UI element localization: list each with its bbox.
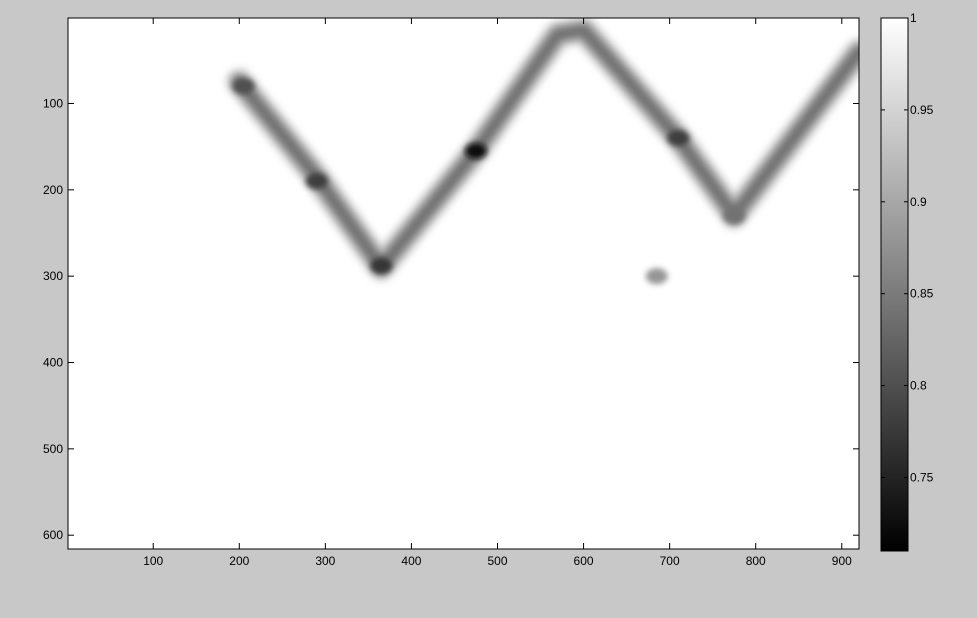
y-tick-label-100: 100	[43, 96, 63, 110]
y-tick-label-500: 500	[43, 442, 63, 456]
x-tick-label-500: 500	[487, 554, 507, 568]
colorbar	[881, 18, 908, 551]
x-tick-label-700: 700	[660, 554, 680, 568]
plot-background	[68, 18, 859, 549]
dark-spot-3	[370, 257, 393, 274]
colorbar-tick-label-0.95: 0.95	[910, 103, 934, 117]
colorbar-tick-label-0.9: 0.9	[910, 195, 927, 209]
x-tick-label-300: 300	[315, 554, 335, 568]
y-tick-label-400: 400	[43, 356, 63, 370]
x-tick-label-100: 100	[143, 554, 163, 568]
x-tick-label-200: 200	[229, 554, 249, 568]
x-tick-label-900: 900	[832, 554, 852, 568]
dark-spot-6	[723, 207, 746, 224]
colorbar-frame	[880, 17, 909, 552]
dark-spot-5	[667, 130, 690, 147]
heatmap-image	[226, 18, 859, 285]
ridge-band	[232, 23, 859, 275]
dark-spot-2	[305, 173, 328, 190]
colorbar-tick-label-0.8: 0.8	[910, 379, 927, 393]
colorbar-tick-label-0.75: 0.75	[910, 470, 934, 484]
dark-spot-7	[645, 268, 668, 285]
colorbar-tick-label-1: 1	[910, 11, 917, 25]
dark-spot-4	[464, 142, 487, 159]
colorbar-tick-label-0.85: 0.85	[910, 287, 934, 301]
y-tick-label-200: 200	[43, 183, 63, 197]
y-tick-label-600: 600	[43, 528, 63, 542]
dark-spot-1	[232, 78, 255, 95]
y-tick-label-300: 300	[43, 269, 63, 283]
plot-frame	[67, 17, 860, 550]
x-tick-label-600: 600	[574, 554, 594, 568]
x-tick-label-800: 800	[746, 554, 766, 568]
x-tick-label-400: 400	[401, 554, 421, 568]
